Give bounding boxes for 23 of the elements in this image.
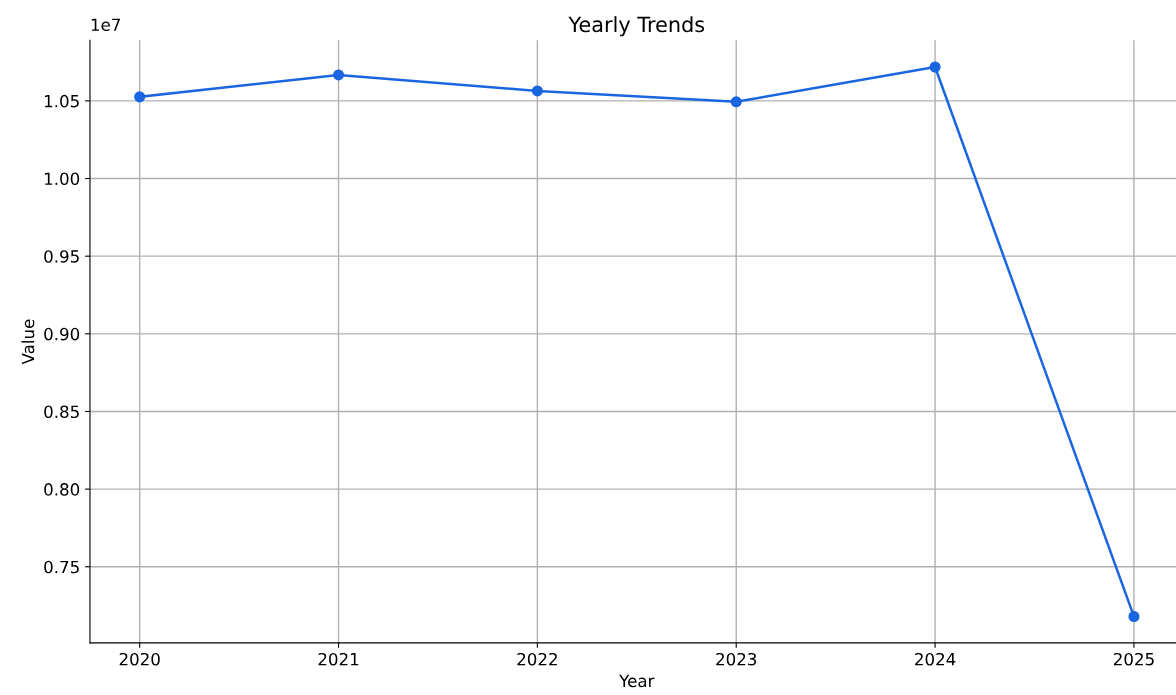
y-tick-label: 0.80: [44, 483, 80, 496]
x-axis-title: Year: [619, 674, 655, 688]
x-tick-label: 2025: [1113, 652, 1154, 666]
point: [134, 91, 146, 103]
x-tick-label: 2023: [716, 652, 757, 666]
point: [730, 96, 742, 108]
x-tick-label: 2020: [119, 652, 160, 666]
chart-title: Yearly Trends: [568, 16, 705, 37]
point: [1128, 610, 1140, 623]
y-tick-label: 0.85: [44, 405, 79, 419]
y-tick-label: 0.90: [44, 327, 80, 341]
x-tick-label: 2021: [318, 652, 359, 666]
y-tick-label: 1.05: [44, 94, 79, 108]
x-tick-label: 2024: [915, 652, 956, 666]
y-tick-label: 0.75: [44, 560, 79, 574]
x-tick-label: 2022: [517, 652, 557, 666]
point: [332, 69, 345, 81]
text: 1e7: [91, 18, 120, 32]
point: [531, 85, 543, 97]
point: [929, 61, 941, 73]
y-tick-label: 0.95: [44, 250, 79, 263]
y-axis-title: Value: [21, 319, 35, 365]
y-tick-label: 1.00: [44, 172, 80, 186]
